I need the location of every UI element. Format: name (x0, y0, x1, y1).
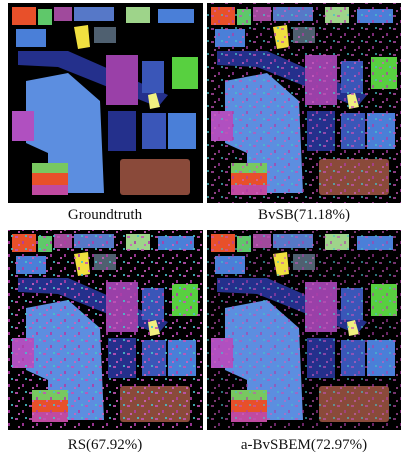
panel-groundtruth (8, 3, 203, 203)
classification-map (8, 3, 203, 203)
misclassification-noise (207, 3, 401, 203)
panel-abvsbem (207, 230, 401, 430)
panel-bvsb (207, 3, 401, 203)
caption: RS(67.92%) (68, 437, 143, 453)
figure: Groundtruth BvSB(71.18%) RS(67.92%) a-Bv… (0, 0, 401, 457)
caption: a-BvSBEM(72.97%) (241, 437, 367, 453)
panel-rs (8, 230, 203, 430)
caption: BvSB(71.18%) (258, 207, 350, 223)
caption: Groundtruth (68, 207, 143, 223)
misclassification-noise (207, 230, 401, 430)
misclassification-noise (8, 230, 203, 430)
